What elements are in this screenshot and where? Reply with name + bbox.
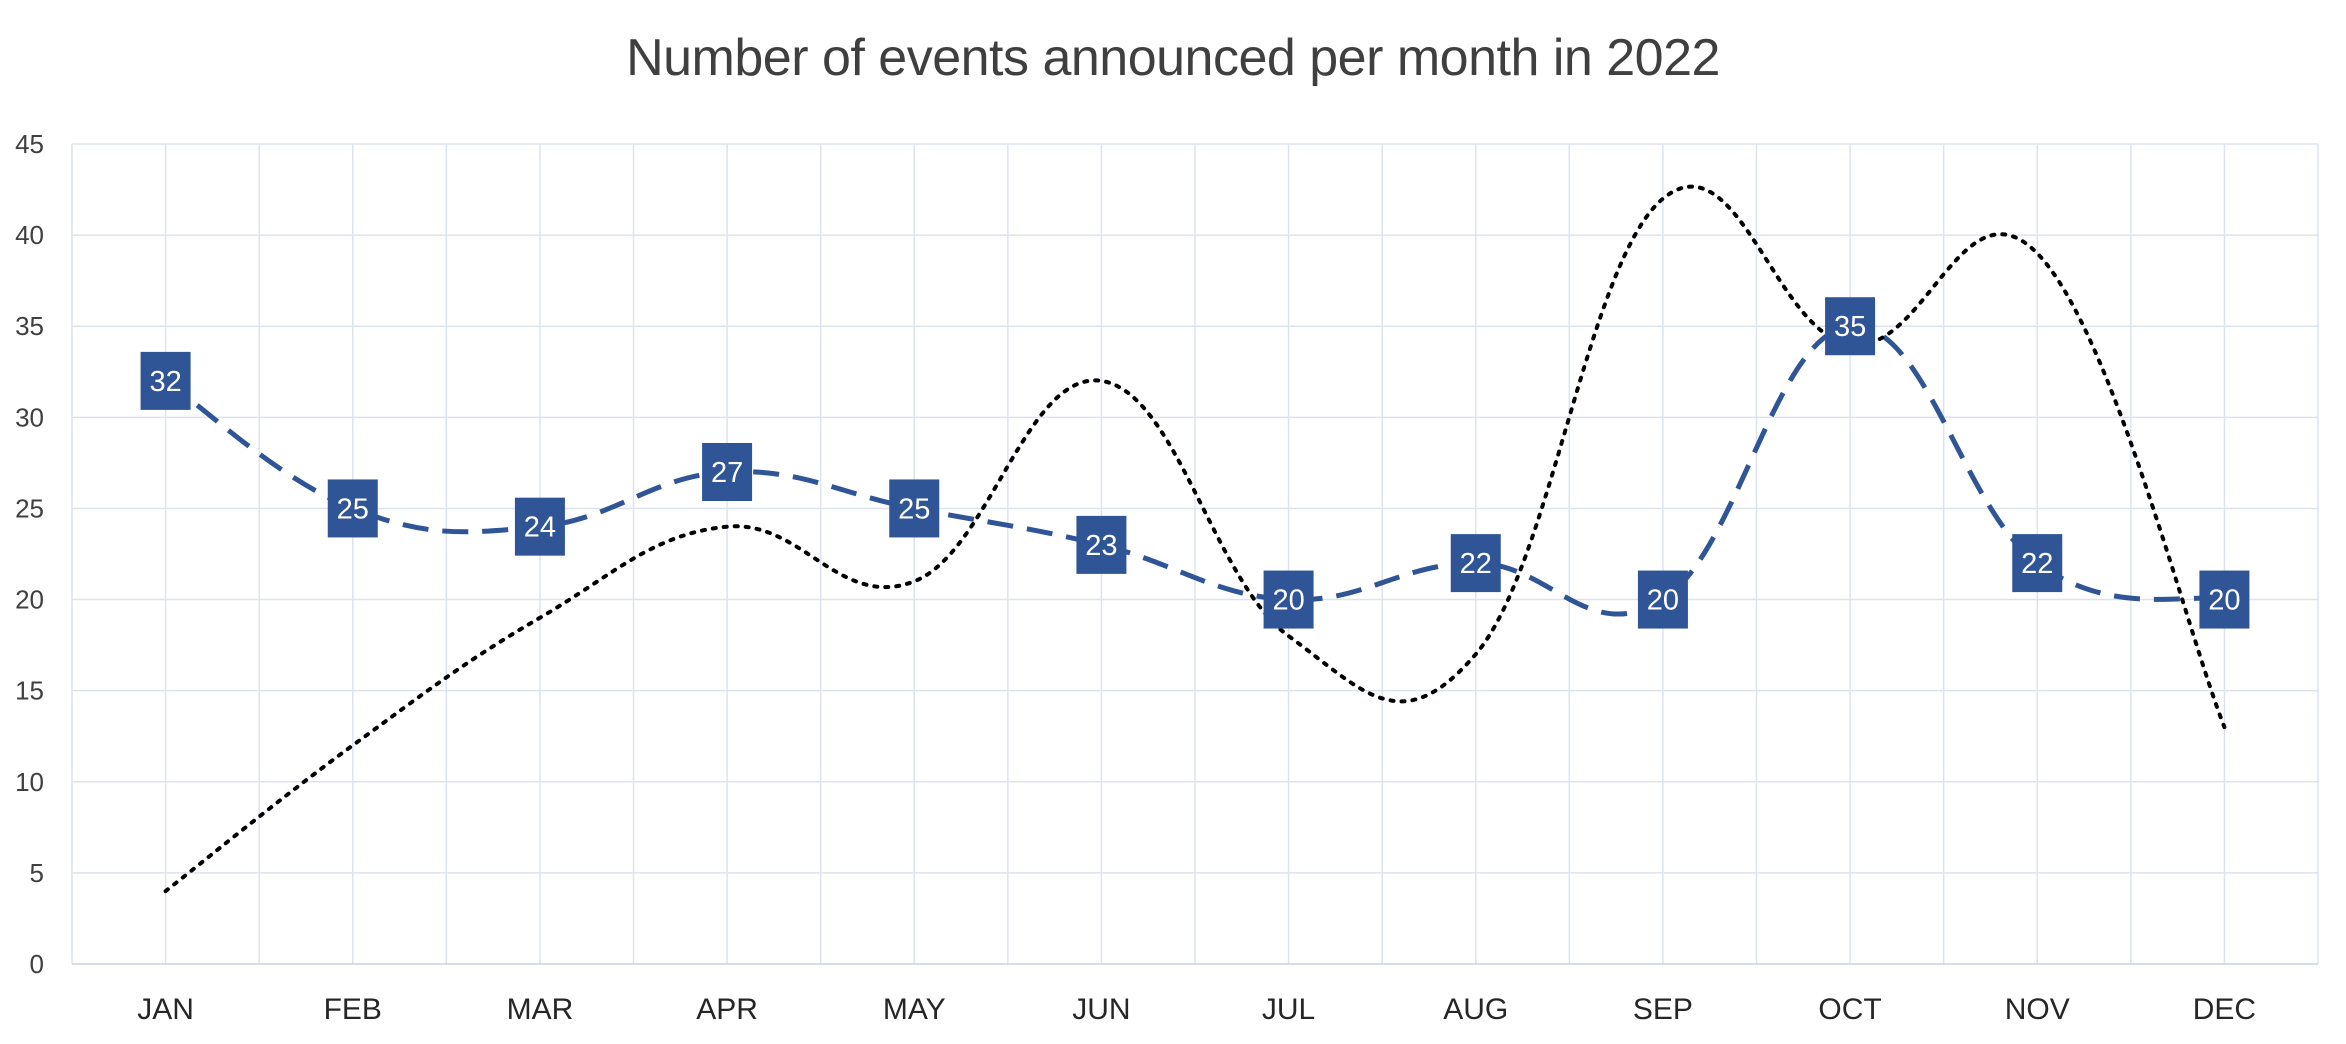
- x-tick-label: DEC: [2193, 993, 2256, 1026]
- data-label-box: [1076, 515, 1127, 574]
- x-tick-label: JUN: [1072, 993, 1130, 1026]
- data-label-box: [889, 479, 940, 538]
- y-tick-label: 0: [30, 949, 44, 979]
- x-tick-label: SEP: [1633, 993, 1693, 1026]
- x-tick-label: NOV: [2005, 993, 2070, 1026]
- series-line-2: [163, 184, 2227, 894]
- data-label: 32: [149, 366, 181, 398]
- y-tick-label: 35: [15, 311, 44, 341]
- data-label: 35: [1834, 311, 1866, 343]
- y-tick-label: 45: [15, 129, 44, 159]
- y-tick-label: 25: [15, 493, 44, 523]
- y-tick-label: 10: [15, 767, 44, 797]
- data-label: 24: [524, 512, 556, 544]
- data-label: 22: [1460, 548, 1492, 580]
- x-tick-label: OCT: [1818, 993, 1881, 1026]
- data-label: 22: [2021, 548, 2053, 580]
- x-tick-label: APR: [696, 993, 758, 1026]
- data-label: 20: [2208, 585, 2240, 617]
- data-label: 20: [1647, 585, 1679, 617]
- x-tick-label: JAN: [137, 993, 194, 1026]
- y-tick-label: 15: [15, 676, 44, 706]
- x-tick-label: JUL: [1262, 993, 1315, 1026]
- data-label-box: [702, 443, 753, 501]
- data-label-box: [514, 497, 565, 556]
- y-tick-label: 20: [15, 585, 44, 615]
- data-label-box: [140, 351, 191, 410]
- y-tick-label: 5: [30, 858, 44, 888]
- x-tick-label: FEB: [324, 993, 382, 1026]
- y-tick-label: 40: [15, 220, 44, 250]
- data-label: 20: [1272, 585, 1304, 617]
- data-label: 23: [1085, 530, 1117, 562]
- x-tick-label: AUG: [1443, 993, 1508, 1026]
- data-label-box: [327, 479, 378, 538]
- data-label-box: [1450, 534, 1501, 593]
- data-label-box: [2199, 570, 2250, 629]
- data-label-box: [1825, 297, 1876, 356]
- chart-title: Number of events announced per month in …: [626, 29, 1720, 87]
- data-label-box: [2012, 534, 2063, 593]
- x-tick-label: MAY: [883, 993, 946, 1026]
- data-label: 25: [898, 493, 930, 525]
- data-label: 25: [337, 493, 369, 525]
- y-tick-label: 30: [15, 402, 44, 432]
- data-label-box: [1637, 570, 1688, 629]
- data-label-box: [1263, 570, 1314, 629]
- data-label: 27: [711, 457, 743, 489]
- x-tick-label: MAR: [507, 993, 574, 1026]
